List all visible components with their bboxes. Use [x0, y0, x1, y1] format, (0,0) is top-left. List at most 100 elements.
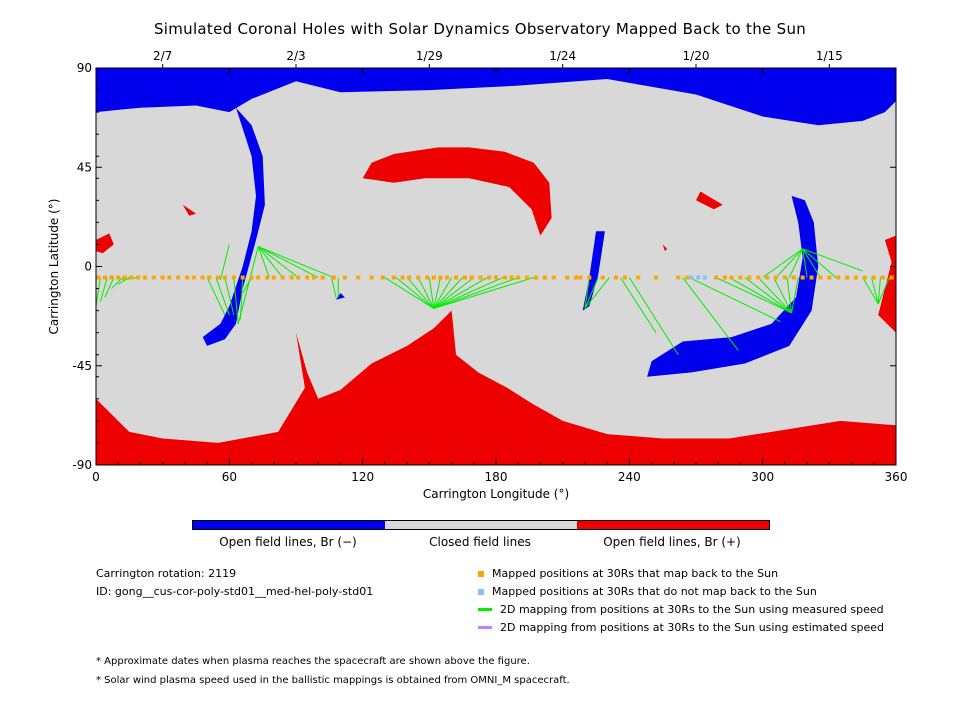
- y-tick-label: -45: [72, 359, 92, 373]
- mapping-line: [417, 277, 435, 309]
- mapped-position-point: [880, 275, 885, 280]
- mapped-position-point: [280, 275, 285, 280]
- mapped-position-point: [96, 275, 101, 280]
- x-tick-label: 360: [885, 470, 908, 484]
- mapped-position-point: [862, 275, 867, 280]
- mapped-position-point: [122, 275, 127, 280]
- mapping-line: [242, 277, 252, 294]
- blue-square-icon: [478, 588, 484, 595]
- mapped-position-point: [622, 275, 627, 280]
- mapped-position-point: [231, 275, 236, 280]
- mapped-position-point: [542, 275, 547, 280]
- mapped-position-point: [836, 275, 841, 280]
- open-positive-region: [182, 204, 196, 216]
- mapped-position-point: [574, 275, 578, 280]
- mapped-position-point: [356, 275, 361, 280]
- mapped-position-point: [454, 275, 458, 280]
- mapping-line: [384, 277, 435, 309]
- mapped-position-point: [109, 275, 114, 280]
- mapped-position-point: [256, 275, 261, 280]
- open-positive-region: [362, 147, 552, 236]
- mapped-position-point: [800, 275, 805, 280]
- mapping-line: [788, 248, 804, 278]
- mapped-position-point: [320, 275, 325, 280]
- mapped-position-point: [685, 275, 690, 280]
- mapped-position-point: [342, 275, 347, 280]
- mapping-line: [395, 277, 435, 309]
- mapped-position-point: [416, 275, 421, 280]
- mapped-position-point: [791, 275, 796, 280]
- mapped-position-point: [818, 275, 823, 280]
- mapped-position-point: [774, 275, 778, 280]
- axes: 0 60 120 180 240 300 360 90 45 0 -45 -90 2/7 2/3 1/29 1…: [47, 49, 907, 501]
- mapping-line: [433, 277, 503, 309]
- orange-square-icon: [478, 570, 484, 577]
- open-negative-region: [582, 231, 605, 311]
- mapping-line: [433, 277, 475, 309]
- open-negative-region: [202, 107, 265, 346]
- mapped-position-point: [200, 275, 205, 280]
- mapping-line: [802, 248, 808, 278]
- mapping-line: [584, 277, 590, 309]
- mapping-line: [729, 277, 792, 314]
- mapped-position-point: [331, 275, 336, 280]
- date-label: 1/29: [416, 49, 443, 63]
- open-positive-region: [878, 235, 896, 333]
- mapped-position-point: [809, 275, 814, 280]
- mapped-position-point: [614, 275, 618, 280]
- mapping-line: [802, 248, 821, 278]
- mapped-position-point: [871, 275, 876, 280]
- mapped-position-point: [151, 275, 156, 280]
- plot-area: [96, 68, 896, 465]
- mapped-position-point: [289, 275, 294, 280]
- date-label: 1/24: [549, 49, 576, 63]
- mapping-line: [744, 277, 792, 314]
- mapped-position-point: [827, 275, 832, 280]
- chart-title: Simulated Coronal Holes with Solar Dynam…: [153, 20, 807, 38]
- mapped-position-point: [129, 275, 134, 280]
- x-tick-label: 60: [222, 470, 237, 484]
- mapped-position-point: [311, 275, 316, 280]
- open-positive-region: [662, 244, 668, 252]
- mapped-position-point: [756, 275, 761, 280]
- mapping-line: [257, 246, 284, 278]
- y-axis-title: Carrington Latitude (°): [47, 199, 61, 335]
- map-layer: [96, 68, 896, 465]
- unmapped-position-point: [696, 275, 701, 280]
- colorbar-positive: [577, 521, 769, 529]
- mapped-position-point: [462, 275, 467, 280]
- open-negative-region: [96, 68, 896, 126]
- footnote-speed: * Solar wind plasma speed used in the ba…: [96, 675, 570, 686]
- mapping-line: [802, 248, 863, 272]
- mapping-line: [433, 277, 452, 309]
- unmapped-position-point: [702, 275, 707, 280]
- open-negative-region: [336, 293, 345, 300]
- purple-line-icon: [478, 626, 492, 629]
- mapped-position-point: [600, 275, 605, 280]
- legend-label: 2D mapping from positions at 30Rs to the…: [500, 603, 884, 616]
- mapped-position-point: [167, 275, 172, 280]
- mapping-line: [762, 248, 803, 278]
- mapped-position-point: [400, 275, 405, 280]
- mapped-position-point: [160, 275, 165, 280]
- mapped-position-point: [676, 275, 681, 280]
- y-tick-label: 0: [84, 260, 92, 274]
- mapped-position-point: [431, 275, 436, 280]
- mapping-line: [224, 277, 235, 316]
- mapped-position-point: [845, 275, 850, 280]
- mapped-position-point: [102, 275, 107, 280]
- mapped-position-point: [265, 275, 270, 280]
- mapping-line: [775, 248, 804, 278]
- x-tick-label: 120: [351, 470, 374, 484]
- date-label: 2/3: [286, 49, 305, 63]
- mapping-line: [689, 277, 781, 323]
- footnote-dates: * Approximate dates when plasma reaches …: [96, 656, 530, 667]
- legend-item-mapped: Mapped positions at 30Rs that map back t…: [478, 567, 778, 580]
- mapped-position-point: [369, 275, 374, 280]
- mapped-position-point: [534, 275, 538, 280]
- mapped-position-point: [636, 275, 641, 280]
- y-tick-label: 90: [77, 61, 92, 75]
- mapped-position-point: [271, 275, 276, 280]
- mapped-position-point: [207, 275, 212, 280]
